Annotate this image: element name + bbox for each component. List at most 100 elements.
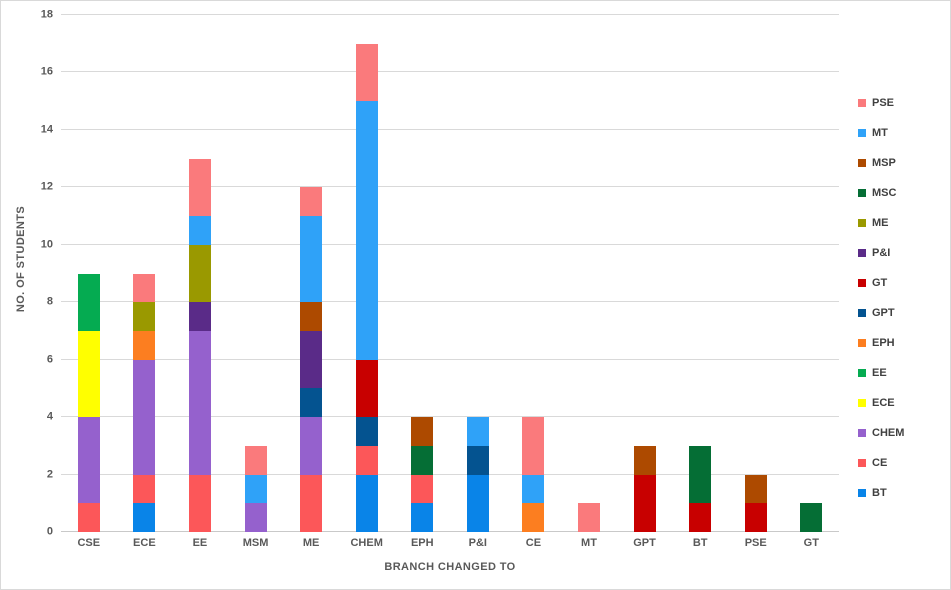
bar-column-ece <box>117 15 173 532</box>
bar-segment-mt <box>188 216 211 245</box>
bar-column-msm <box>228 15 284 532</box>
bar-segment-pse <box>522 417 545 475</box>
bar-column-eph <box>394 15 450 532</box>
bar-segment-msc <box>689 445 712 504</box>
y-axis-tick-labels: 0 2 4 6 8 10 12 14 16 18 <box>1 9 53 537</box>
bar-segment-pse <box>577 503 600 532</box>
legend-swatch-gpt <box>858 309 866 317</box>
y-tick-label: 10 <box>40 238 53 251</box>
bar-segment-gpt <box>466 445 489 475</box>
bar-segment-mt <box>355 101 378 360</box>
bar-segment-pse <box>133 273 156 303</box>
y-tick-label: 16 <box>40 65 53 78</box>
bar-segment-pse <box>188 158 211 217</box>
bar-segment-ce <box>300 474 323 532</box>
bar-segment-ce <box>133 474 156 504</box>
gridline <box>61 358 839 360</box>
plot-area <box>61 14 839 532</box>
legend-item-ee: EE <box>858 358 904 388</box>
bar-segment-msp <box>411 417 434 446</box>
legend-swatch-eph <box>858 339 866 347</box>
y-tick-label: 4 <box>46 410 53 423</box>
legend-label-gt: GT <box>872 277 888 289</box>
gridline <box>61 14 839 15</box>
stacked-bar-ece <box>133 15 156 532</box>
legend-item-p-i: P&I <box>858 238 904 268</box>
bar-segment-chem <box>244 503 267 532</box>
legend-label-ce: CE <box>872 457 888 469</box>
gridline <box>61 243 839 245</box>
bar-column-mt <box>561 15 617 532</box>
stacked-bar-ee <box>188 15 211 532</box>
bar-segment-bt <box>355 474 378 532</box>
bar-segment-pse <box>355 43 378 102</box>
stacked-bar-bt <box>689 15 712 532</box>
legend-label-p-i: P&I <box>872 247 891 259</box>
stacked-bar-p-i <box>466 15 489 532</box>
gridline <box>61 301 839 303</box>
bar-column-chem <box>339 15 395 532</box>
bar-column-gt <box>784 15 840 532</box>
y-tick-label: 14 <box>40 123 53 136</box>
x-tick-label-mt: MT <box>581 537 597 549</box>
y-tick-label: 18 <box>40 8 53 21</box>
bar-segment-gt <box>744 503 767 532</box>
bar-segment-msp <box>300 302 323 331</box>
legend-item-chem: CHEM <box>858 418 904 448</box>
bar-segment-mt <box>244 474 267 504</box>
stacked-bar-mt <box>577 15 600 532</box>
stacked-bar-msm <box>244 15 267 532</box>
bar-segment-gt <box>689 503 712 532</box>
bar-segment-mt <box>466 417 489 446</box>
legend-swatch-me <box>858 219 866 227</box>
bar-column-pse <box>728 15 784 532</box>
legend-label-msc: MSC <box>872 187 897 199</box>
bar-segment-ce <box>188 474 211 532</box>
x-tick-label-me: ME <box>302 537 320 549</box>
legend-item-mt: MT <box>858 118 904 148</box>
legend-label-chem: CHEM <box>872 427 905 439</box>
bar-segment-me <box>188 244 211 303</box>
legend-swatch-msc <box>858 189 866 197</box>
legend-item-pse: PSE <box>858 88 904 118</box>
bar-segment-mt <box>300 216 323 303</box>
x-tick-label-ece: ECE <box>133 537 156 549</box>
x-tick-label-ee: EE <box>192 537 208 549</box>
stacked-bar-gt <box>800 15 823 532</box>
legend-item-ce: CE <box>858 448 904 478</box>
bar-segment-eph <box>522 503 545 532</box>
legend-item-bt: BT <box>858 478 904 508</box>
bar-segment-bt <box>411 503 434 532</box>
stacked-bar-gpt <box>633 15 656 532</box>
x-tick-label-cse: CSE <box>77 537 101 549</box>
gridline <box>61 473 839 475</box>
x-tick-label-ce: CE <box>525 537 542 549</box>
bar-segment-gpt <box>300 388 323 418</box>
legend-swatch-p-i <box>858 249 866 257</box>
legend-label-mt: MT <box>872 127 888 139</box>
legend-swatch-pse <box>858 99 866 107</box>
x-axis-line <box>61 531 839 532</box>
y-tick-label: 2 <box>46 468 53 481</box>
bar-segment-bt <box>133 503 156 532</box>
bar-segment-gpt <box>355 417 378 446</box>
bar-segment-ce <box>77 503 100 532</box>
stacked-bar-ce <box>522 15 545 532</box>
bar-segment-chem <box>188 330 211 475</box>
gridline <box>61 416 839 418</box>
y-tick-label: 8 <box>46 295 53 308</box>
bar-column-me <box>283 15 339 532</box>
bar-segment-eph <box>133 330 156 360</box>
legend-swatch-gt <box>858 279 866 287</box>
bar-segment-ee <box>77 273 100 331</box>
x-tick-label-gt: GT <box>803 537 819 549</box>
x-tick-label-msm: MSM <box>242 537 269 549</box>
legend-label-gpt: GPT <box>872 307 895 319</box>
y-tick-label: 0 <box>46 525 53 538</box>
x-tick-label-eph: EPH <box>410 537 434 549</box>
bar-columns <box>61 15 839 532</box>
gridline <box>61 128 839 130</box>
x-tick-label-chem: CHEM <box>350 537 383 549</box>
bar-segment-ce <box>411 474 434 504</box>
